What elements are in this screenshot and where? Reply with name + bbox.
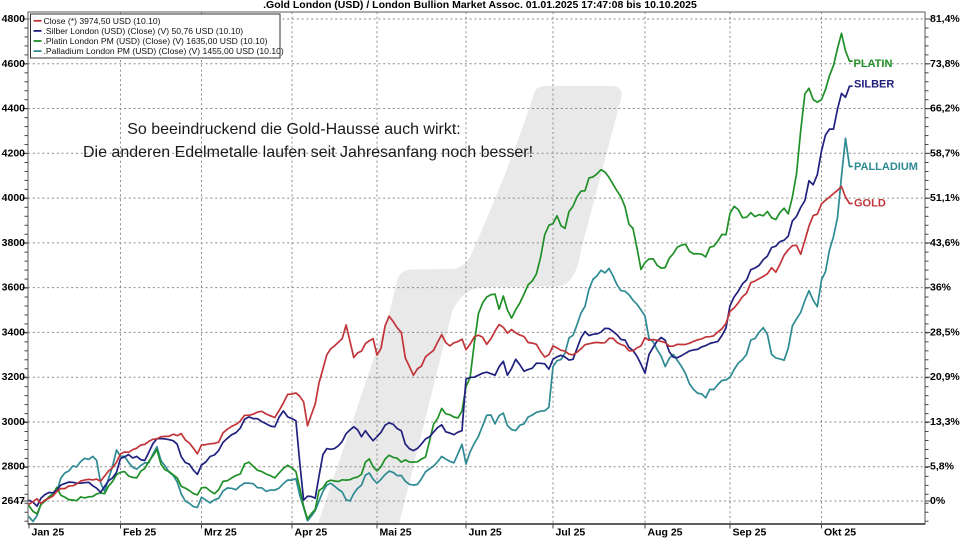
svg-text:Apr 25: Apr 25 — [295, 527, 328, 539]
svg-text:3200: 3200 — [2, 371, 26, 383]
svg-text:4400: 4400 — [2, 103, 26, 115]
svg-text:.Silber London (USD) (Close) (: .Silber London (USD) (Close) (V) 50,76 U… — [44, 26, 244, 36]
svg-text:2647: 2647 — [2, 495, 26, 507]
svg-text:Jun 25: Jun 25 — [469, 527, 502, 539]
svg-text:58,7%: 58,7% — [930, 147, 960, 159]
svg-text:43,6%: 43,6% — [930, 237, 960, 249]
svg-text:28,5%: 28,5% — [930, 326, 960, 338]
svg-text:36%: 36% — [930, 282, 952, 294]
svg-text:3400: 3400 — [2, 326, 26, 338]
svg-text:Mai 25: Mai 25 — [380, 527, 412, 539]
svg-text:PLATIN: PLATIN — [854, 58, 893, 70]
svg-text:Mrz 25: Mrz 25 — [204, 527, 237, 539]
svg-text:Aug 25: Aug 25 — [648, 527, 683, 539]
svg-text:3000: 3000 — [2, 416, 26, 428]
svg-text:4000: 4000 — [2, 192, 26, 204]
svg-text:4800: 4800 — [2, 13, 26, 25]
svg-text:13,3%: 13,3% — [930, 416, 960, 428]
svg-text:Die anderen Edelmetalle laufen: Die anderen Edelmetalle laufen seit Jahr… — [83, 144, 533, 161]
svg-text:Jan 25: Jan 25 — [32, 527, 65, 539]
svg-text:GOLD: GOLD — [854, 198, 886, 210]
svg-text:Close (*) 3974,50 USD (10.10): Close (*) 3974,50 USD (10.10) — [44, 16, 161, 26]
svg-text:Jul 25: Jul 25 — [556, 527, 586, 539]
svg-text:66,2%: 66,2% — [930, 103, 960, 115]
svg-text:Sep 25: Sep 25 — [733, 527, 767, 539]
svg-text:PALLADIUM: PALLADIUM — [854, 161, 918, 173]
svg-text:4200: 4200 — [2, 147, 26, 159]
svg-text:20,9%: 20,9% — [930, 371, 960, 383]
svg-text:5,8%: 5,8% — [930, 461, 955, 473]
svg-text:2800: 2800 — [2, 461, 26, 473]
svg-text:3800: 3800 — [2, 237, 26, 249]
svg-text:0%: 0% — [930, 495, 946, 507]
svg-text:3600: 3600 — [2, 282, 26, 294]
svg-text:So beeindruckend die Gold-Haus: So beeindruckend die Gold-Hausse auch wi… — [127, 121, 461, 138]
svg-text:Feb 25: Feb 25 — [123, 527, 156, 539]
svg-text:73,8%: 73,8% — [930, 58, 960, 70]
svg-text:.Palladium London PM (USD) (Cl: .Palladium London PM (USD) (Close) (V) 1… — [44, 46, 284, 56]
svg-text:4600: 4600 — [2, 58, 26, 70]
svg-text:81,4%: 81,4% — [930, 13, 960, 25]
svg-text:SILBER: SILBER — [854, 79, 894, 91]
svg-text:.Gold London (USD) / London Bu: .Gold London (USD) / London Bullion Mark… — [263, 0, 697, 11]
svg-text:.Platin London PM (USD) (Close: .Platin London PM (USD) (Close) (V) 1635… — [44, 36, 268, 46]
svg-text:Okt 25: Okt 25 — [824, 527, 856, 539]
svg-text:51,1%: 51,1% — [930, 192, 960, 204]
